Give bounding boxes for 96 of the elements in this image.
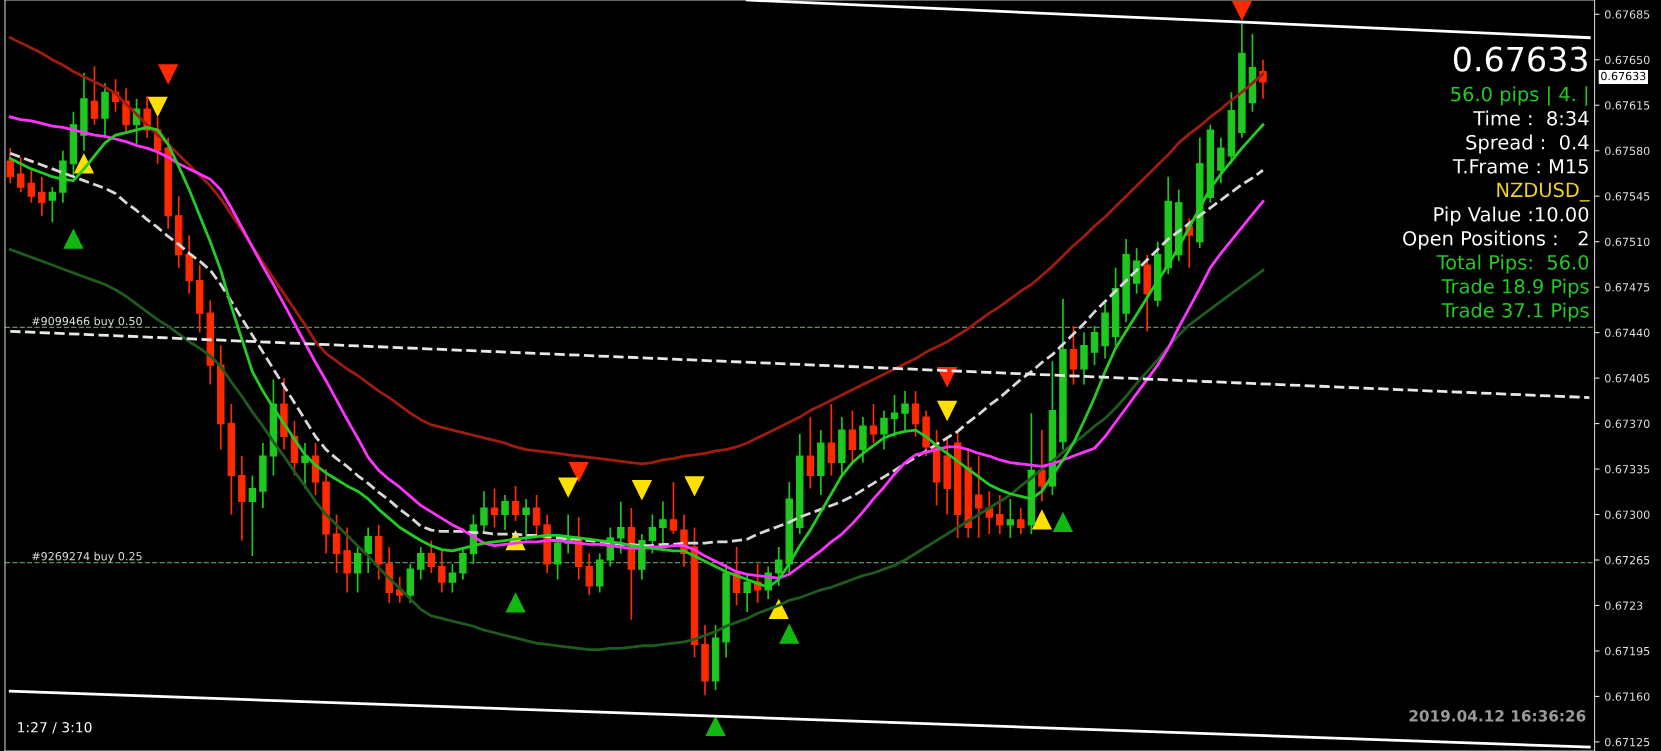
point — [779, 624, 799, 644]
point — [684, 476, 705, 496]
point — [558, 477, 578, 497]
annotation: Pip Value :10.00 — [1434, 206, 1589, 226]
point — [505, 593, 526, 613]
candlestick — [901, 390, 909, 431]
candlestick — [985, 490, 993, 535]
y-tick-label: 0.67650 — [1605, 55, 1650, 65]
point — [1053, 512, 1073, 533]
candlestick — [1017, 507, 1025, 535]
candlestick — [1080, 331, 1088, 386]
point — [568, 461, 589, 482]
annotation: Spread : 0.4 — [1466, 134, 1589, 154]
candlestick — [448, 563, 457, 594]
y-tick-label: 0.6723 — [1605, 601, 1643, 610]
candlestick — [396, 576, 404, 604]
candlestick — [585, 552, 593, 596]
ref-line-label: #9269274 buy 0.25 — [32, 551, 142, 563]
annotation: Trade 37.1 Pips — [1441, 302, 1589, 322]
y-tick-label: 0.67405 — [1605, 374, 1650, 383]
point — [1232, 0, 1252, 21]
annotation: 1:27 / 3:10 — [18, 721, 92, 734]
candlestick — [996, 494, 1004, 535]
candlestick — [1090, 325, 1099, 366]
y-tick-label: 0.67475 — [1605, 283, 1650, 292]
y-tick-label: 0.67300 — [1605, 510, 1650, 519]
annotation: 0.67633 — [1453, 46, 1587, 72]
candlestick — [38, 175, 46, 217]
y-tick-label: 0.67265 — [1605, 555, 1650, 565]
annotation: T.Frame : M15 — [1452, 159, 1588, 174]
y-tick-label: 0.67440 — [1605, 328, 1650, 337]
y-tick-label: 0.67160 — [1605, 692, 1650, 701]
candlestick — [975, 455, 983, 539]
candlestick — [669, 481, 678, 535]
point — [632, 480, 652, 500]
point — [768, 599, 789, 620]
candlestick — [1069, 325, 1078, 386]
y-tick-label: 0.67125 — [1605, 737, 1650, 747]
candlestick — [848, 409, 857, 464]
candlestick — [648, 513, 657, 555]
y-tick-label: 0.67195 — [1605, 646, 1650, 656]
candlestick — [501, 494, 509, 531]
candlestick — [880, 409, 888, 451]
candlestick — [827, 403, 836, 477]
annotation: Time : 8:34 — [1473, 110, 1589, 126]
ref-line-label: #9099466 buy 0.50 — [32, 316, 142, 328]
text: 0.67633 — [1601, 71, 1646, 81]
candlestick — [332, 513, 341, 574]
candlestick — [301, 442, 309, 490]
annotation: Open Positions : 2 — [1403, 230, 1588, 250]
candlestick — [353, 546, 362, 594]
candlestick — [427, 539, 436, 574]
point — [1032, 510, 1052, 530]
candlestick — [522, 498, 530, 542]
candlestick — [1006, 498, 1015, 539]
candlestick — [417, 546, 425, 581]
candlestick — [659, 500, 667, 544]
candlestick — [6, 147, 14, 185]
candlestick — [859, 416, 867, 464]
y-tick-label: 0.67685 — [1605, 10, 1650, 19]
candlestick — [532, 494, 541, 535]
candlestick — [806, 416, 815, 490]
candlestick — [364, 526, 372, 574]
annotation: 2019.04.12 16:36:26 — [1409, 710, 1586, 722]
annotation: NZDUSD_ — [1497, 182, 1590, 202]
candlestick — [890, 394, 899, 438]
candlestick — [869, 403, 878, 444]
y-tick-label: 0.67545 — [1605, 192, 1650, 201]
candlestick — [490, 487, 499, 529]
line-series — [8, 36, 1265, 466]
candlestick — [1217, 136, 1225, 185]
point — [147, 96, 168, 117]
candlestick — [1038, 429, 1046, 503]
point — [937, 400, 957, 421]
annotation: 56.0 pips | 4. | — [1451, 86, 1588, 106]
y-tick-label: 0.67335 — [1605, 465, 1650, 474]
candlestick — [48, 186, 57, 224]
candlestick — [911, 390, 920, 438]
candlestick — [248, 474, 257, 557]
candlestick — [438, 550, 446, 594]
point — [63, 229, 84, 249]
y-tick-label: 0.67510 — [1605, 237, 1650, 247]
candlestick — [343, 526, 351, 594]
line-series — [8, 248, 1265, 652]
point — [158, 64, 178, 84]
candlestick — [90, 65, 99, 126]
candlestick — [27, 169, 36, 204]
y-tick-label: 0.67580 — [1605, 146, 1650, 156]
candlestick — [511, 485, 520, 522]
y-tick-label: 0.67370 — [1605, 419, 1650, 428]
candlestick — [617, 500, 625, 555]
annotation: Trade 18.9 Pips — [1441, 278, 1589, 298]
y-tick-label: 0.67615 — [1605, 101, 1650, 110]
candlestick — [17, 156, 25, 194]
annotation: Total Pips: 56.0 — [1436, 254, 1589, 274]
point — [705, 716, 726, 737]
